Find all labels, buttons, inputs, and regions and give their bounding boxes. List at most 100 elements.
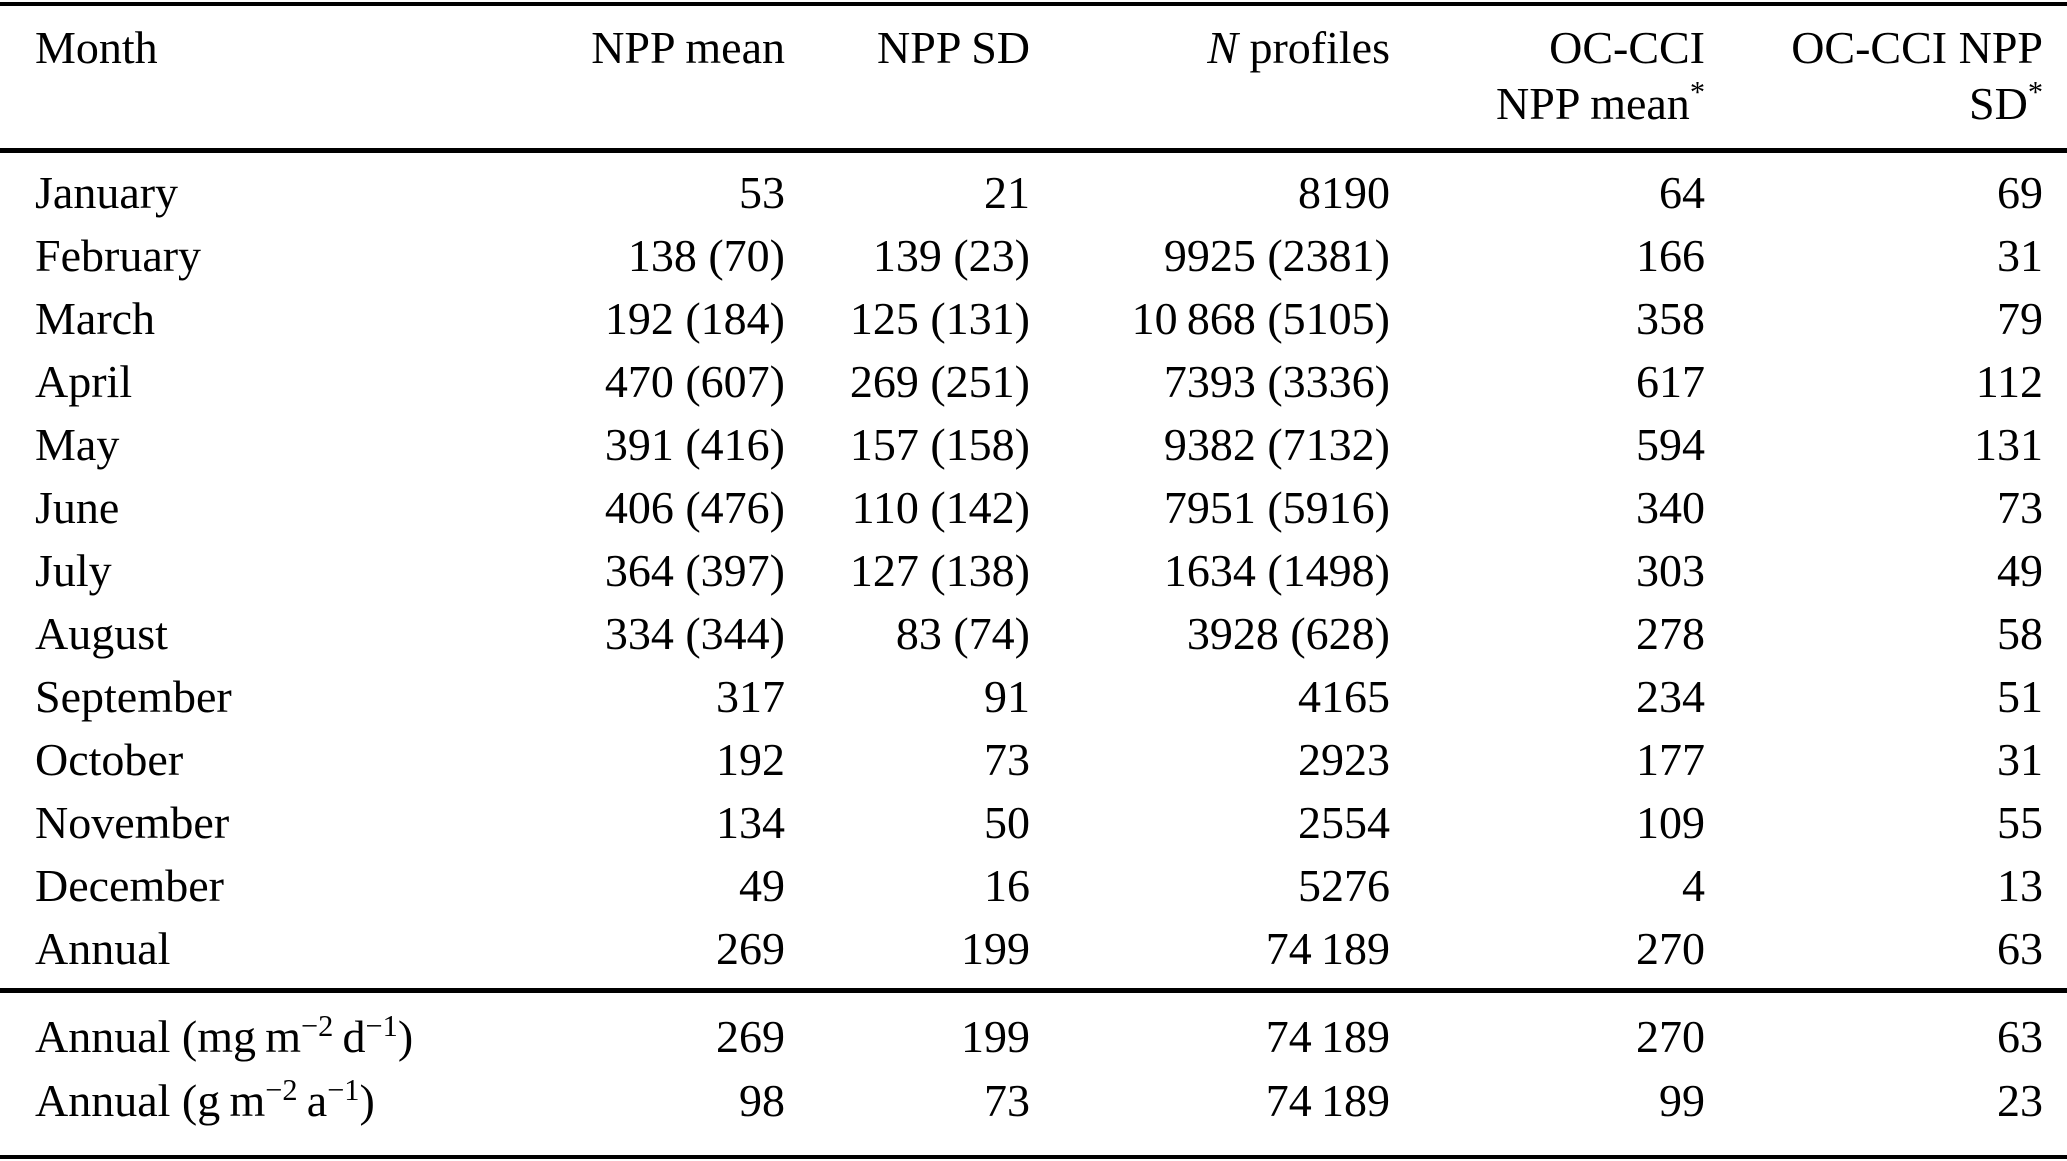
text-segment: )	[359, 1075, 375, 1127]
column-header-npp-sd: NPP SD	[785, 4, 1030, 151]
cell-value: 83 (74)	[895, 607, 1030, 659]
cell-row-label: March	[35, 292, 156, 344]
column-header-line2	[1030, 76, 1390, 132]
cell-value: 134	[716, 796, 785, 848]
header-row: Month NPP mean NPP SD N profiles OC-CCI	[0, 4, 2067, 151]
cell-value: 109	[1636, 796, 1705, 848]
cell-row-label: October	[35, 733, 184, 785]
cell-value: 269	[716, 922, 785, 974]
table-row-month: February 138 (70) 139 (23) 9925 (2381) 166 31	[0, 224, 2067, 287]
cell-value: 3928 (628)	[1186, 607, 1390, 659]
cell-value: 270	[1636, 1011, 1705, 1063]
cell-value: 7951 (5916)	[1163, 481, 1390, 533]
cell-value: 1634 (1498)	[1163, 544, 1390, 596]
cell-value: 50	[984, 796, 1030, 848]
column-header-line1: OC-CCI NPP	[1791, 22, 2043, 73]
cell-value: 74 189	[1265, 922, 1390, 974]
cell-value: 594	[1636, 418, 1705, 470]
cell-value: 16	[984, 859, 1030, 911]
cell-value: 69	[1997, 166, 2043, 218]
cell-value: 31	[1997, 229, 2043, 281]
column-header-line2	[785, 76, 1030, 132]
cell-value: 2554	[1298, 796, 1390, 848]
cell-value: 192 (184)	[604, 292, 785, 344]
superscript-text: −2	[301, 1008, 334, 1043]
cell-value: 13	[1997, 859, 2043, 911]
cell-value: 31	[1997, 733, 2043, 785]
table-row-annual-units: Annual (g m−2 a−1) 98 73 74 189 99 23	[0, 1069, 2067, 1157]
column-header-line1: NPP SD	[877, 22, 1030, 73]
cell-value: 91	[984, 670, 1030, 722]
cell-value: 125 (131)	[849, 292, 1030, 344]
cell-row-label: December	[35, 859, 224, 911]
cell-value: 199	[961, 922, 1030, 974]
superscript-text: −2	[265, 1072, 298, 1107]
cell-value: 192	[716, 733, 785, 785]
cell-value: 138 (70)	[627, 229, 785, 281]
cell-value: 617	[1636, 355, 1705, 407]
cell-value: 340	[1636, 481, 1705, 533]
cell-value: 110 (142)	[851, 481, 1030, 533]
column-header-line1: NPP mean	[591, 22, 785, 73]
table-row-month: November 134 50 2554 109 55	[0, 791, 2067, 854]
cell-value: 131	[1974, 418, 2043, 470]
cell-value: 64	[1659, 166, 1705, 218]
text-segment: )	[397, 1011, 414, 1063]
cell-value: 334 (344)	[604, 607, 785, 659]
cell-value: 4	[1682, 859, 1705, 911]
table-row-month: August 334 (344) 83 (74) 3928 (628) 278 58	[0, 602, 2067, 665]
column-header-month: Month	[0, 4, 430, 151]
cell-value: 4165	[1298, 670, 1390, 722]
cell-value: 53	[739, 166, 785, 218]
cell-value: 10 868 (5105)	[1131, 292, 1390, 344]
cell-value: 2923	[1298, 733, 1390, 785]
cell-value: 23	[1997, 1075, 2043, 1127]
column-header-n-profiles: N profiles	[1030, 4, 1390, 151]
cell-row-label: September	[35, 670, 232, 722]
table-body-annual-units: Annual (mg m−2 d−1) 269 199 74 189 270 63 Annu…	[0, 991, 2067, 1158]
cell-value: 406 (476)	[604, 481, 785, 533]
table-row-month: Annual 269 199 74 189 270 63	[0, 917, 2067, 991]
cell-row-label: April	[35, 355, 133, 407]
cell-row-label: Annual	[35, 922, 171, 974]
column-header-line1: OC-CCI	[1549, 22, 1705, 73]
cell-value: 58	[1997, 607, 2043, 659]
cell-value: 177	[1636, 733, 1705, 785]
text-segment: SD	[1969, 78, 2028, 129]
table-row-month: September 317 91 4165 234 51	[0, 665, 2067, 728]
column-header-line2	[35, 76, 430, 132]
cell-value: 98	[739, 1075, 785, 1127]
cell-value: 21	[984, 166, 1030, 218]
cell-value: 73	[984, 733, 1030, 785]
text-segment: profiles	[1237, 22, 1390, 73]
cell-value: 303	[1636, 544, 1705, 596]
cell-value: 7393 (3336)	[1163, 355, 1390, 407]
cell-value: 269 (251)	[849, 355, 1030, 407]
table-row-month: October 192 73 2923 177 31	[0, 728, 2067, 791]
text-segment: d	[333, 1011, 366, 1063]
cell-value: 99	[1659, 1075, 1705, 1127]
cell-row-label: August	[35, 607, 168, 659]
table-row-annual-units: Annual (mg m−2 d−1) 269 199 74 189 270 63	[0, 991, 2067, 1070]
cell-value: 63	[1997, 922, 2043, 974]
cell-value: 63	[1997, 1011, 2043, 1063]
cell-value: 74 189	[1265, 1011, 1390, 1063]
superscript-text: *	[2027, 75, 2043, 110]
cell-value: 79	[1997, 292, 2043, 344]
column-header-line1: Month	[35, 22, 158, 73]
text-segment: NPP mean	[1496, 78, 1690, 129]
column-header-line1: N profiles	[1030, 20, 1390, 76]
column-header-line2	[430, 76, 785, 132]
table-row-month: December 49 16 5276 4 13	[0, 854, 2067, 917]
cell-value: 49	[1997, 544, 2043, 596]
text-segment: Annual (g m	[35, 1075, 266, 1127]
cell-value: 112	[1975, 355, 2043, 407]
cell-value: 157 (158)	[849, 418, 1030, 470]
cell-value: 139 (23)	[872, 229, 1030, 281]
cell-value: 73	[984, 1075, 1030, 1127]
text-segment: a	[297, 1075, 328, 1127]
table-body-monthly: January 53 21 8190 64 69 February 138 (70) 139 (…	[0, 151, 2067, 991]
cell-value: 166	[1636, 229, 1705, 281]
column-header-line2: SD*	[1705, 75, 2043, 132]
